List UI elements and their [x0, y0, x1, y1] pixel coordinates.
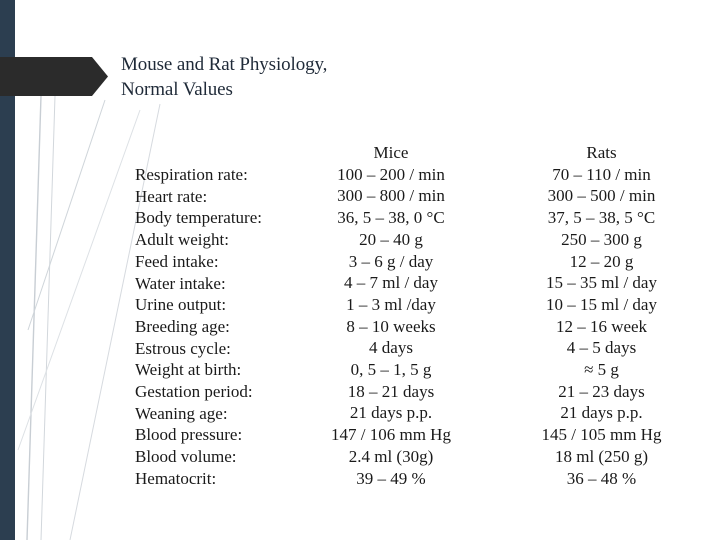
label-blood-pressure: Blood pressure:	[135, 425, 243, 445]
mice-value: 0, 5 – 1, 5 g	[350, 360, 432, 380]
mice-value: 36, 5 – 38, 0 °C	[337, 208, 445, 228]
page-title: Mouse and Rat Physiology, Normal Values	[121, 52, 327, 102]
rats-header: Rats	[586, 143, 617, 162]
mice-value: 21 days p.p.	[349, 403, 433, 423]
title-line-2: Normal Values	[121, 79, 233, 100]
label-estrous-cycle: Estrous cycle:	[135, 338, 231, 358]
label-water-intake: Water intake:	[135, 273, 226, 293]
mice-header: Mice	[373, 143, 409, 162]
mice-value: 39 – 49 %	[356, 468, 426, 488]
rats-value: 18 ml (250 g)	[554, 446, 649, 466]
rats-value: 36 – 48 %	[566, 468, 637, 488]
mice-value: 147 / 106 mm Hg	[331, 425, 451, 445]
rats-value: 10 – 15 ml / day	[546, 294, 657, 314]
rats-value: 37, 5 – 38, 5 °C	[547, 208, 656, 228]
label-respiration-rate: Respiration rate:	[135, 165, 248, 184]
mice-values-column: Mice 100 – 200 / min 300 – 800 / min 36,…	[320, 142, 462, 489]
rats-value: 70 – 110 / min	[552, 164, 651, 184]
rats-value: ≈ 5 g	[584, 360, 619, 380]
label-heart-rate: Heart rate:	[135, 186, 208, 206]
left-accent-bar	[0, 0, 15, 540]
mice-value: 8 – 10 weeks	[346, 316, 436, 336]
mice-value: 1 – 3 ml /day	[346, 294, 436, 314]
rats-value: 4 – 5 days	[566, 338, 637, 358]
label-weaning-age: Weaning age:	[135, 403, 228, 423]
title-line-1: Mouse and Rat Physiology,	[121, 54, 328, 75]
mice-value: 4 – 7 ml / day	[344, 273, 438, 293]
mice-value: 18 – 21 days	[347, 381, 435, 401]
mice-value: 20 – 40 g	[359, 229, 423, 249]
label-blood-volume: Blood volume:	[135, 447, 237, 467]
parameter-labels-column: Respiration rate: Heart rate: Body tempe…	[135, 164, 262, 490]
label-weight-at-birth: Weight at birth:	[135, 360, 242, 380]
rats-values-column: Rats 70 – 110 / min 300 – 500 / min 37, …	[513, 142, 690, 489]
title-tab-arrow	[0, 57, 108, 96]
label-feed-intake: Feed intake:	[135, 251, 219, 271]
label-hematocrit: Hematocrit:	[135, 468, 217, 488]
label-gestation-period: Gestation period:	[135, 382, 253, 402]
rats-value: 15 – 35 ml / day	[546, 273, 657, 293]
mice-value: 100 – 200 / min	[337, 164, 445, 184]
label-urine-output: Urine output:	[135, 295, 227, 315]
rats-value: 21 – 23 days	[558, 381, 645, 401]
mice-value: 300 – 800 / min	[337, 186, 445, 206]
rats-value: 12 – 16 week	[555, 316, 648, 336]
label-adult-weight: Adult weight:	[135, 230, 229, 250]
label-body-temperature: Body temperature:	[135, 208, 262, 228]
rats-value: 12 – 20 g	[569, 251, 634, 271]
rats-value: 21 days p.p.	[560, 403, 643, 423]
mice-value: 3 – 6 g / day	[348, 251, 434, 271]
label-breeding-age: Breeding age:	[135, 316, 230, 336]
rats-value: 145 / 105 mm Hg	[541, 425, 662, 445]
mice-value: 2.4 ml (30g)	[348, 446, 434, 466]
rats-value: 300 – 500 / min	[547, 186, 656, 206]
mice-value: 4 days	[369, 338, 413, 358]
rats-value: 250 – 300 g	[561, 229, 642, 249]
